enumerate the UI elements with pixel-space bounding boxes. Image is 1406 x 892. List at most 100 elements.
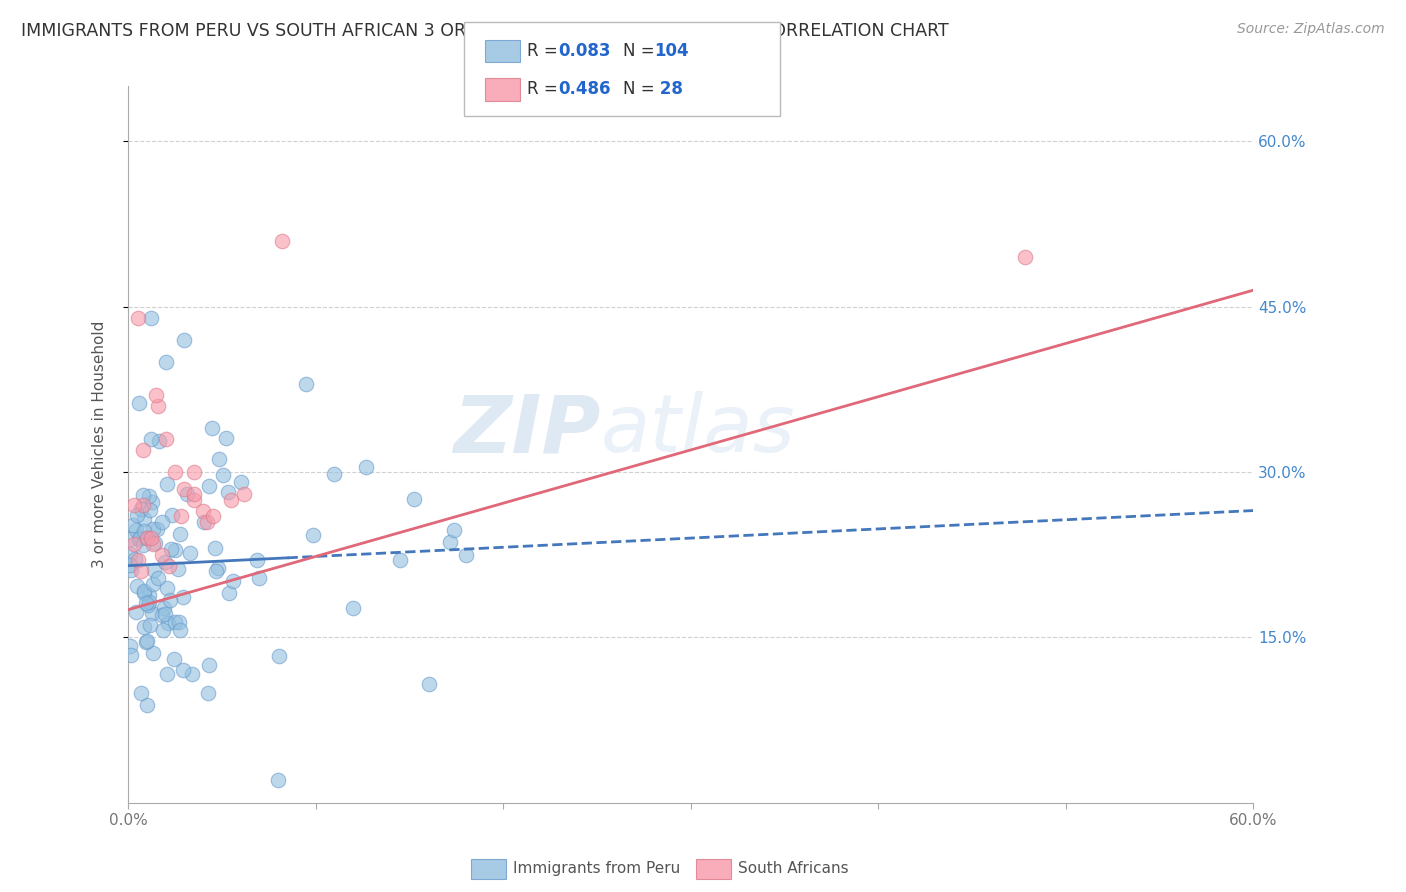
Point — [172, 590, 194, 604]
Text: N =: N = — [623, 80, 659, 98]
Point — [183, 465, 205, 479]
Point — [183, 492, 205, 507]
Point — [233, 487, 256, 501]
Point — [134, 620, 156, 634]
Text: N =: N = — [623, 42, 659, 60]
Point — [211, 467, 233, 482]
Point — [201, 509, 224, 524]
Point — [1014, 250, 1036, 264]
Point — [173, 482, 195, 496]
Point — [150, 548, 173, 562]
Point — [295, 376, 318, 391]
Point — [176, 487, 198, 501]
Point — [231, 475, 253, 489]
Point — [132, 538, 155, 552]
Point — [163, 652, 186, 666]
Text: R =: R = — [527, 42, 564, 60]
Text: 0.486: 0.486 — [558, 80, 610, 98]
Point — [156, 666, 179, 681]
Point — [132, 583, 155, 598]
Point — [132, 498, 155, 512]
Point — [204, 564, 226, 578]
Point — [302, 528, 325, 542]
Text: atlas: atlas — [600, 391, 796, 469]
Point — [132, 442, 155, 457]
Point — [125, 524, 148, 538]
Point — [169, 509, 191, 524]
Point — [139, 503, 162, 517]
Point — [138, 595, 160, 609]
Point — [193, 515, 215, 529]
Point — [139, 433, 162, 447]
Point — [167, 615, 190, 629]
Point — [159, 593, 181, 607]
Point — [136, 531, 159, 545]
Point — [271, 234, 294, 248]
Point — [198, 658, 221, 673]
Point — [135, 698, 157, 712]
Point — [138, 588, 160, 602]
Point — [150, 515, 173, 529]
Point — [169, 526, 191, 541]
Point — [141, 536, 163, 550]
Point — [132, 488, 155, 502]
Point — [155, 355, 177, 369]
Point — [127, 310, 149, 325]
Point — [246, 553, 269, 567]
Point — [135, 635, 157, 649]
Point — [150, 607, 173, 622]
Point — [148, 434, 170, 449]
Point — [128, 532, 150, 546]
Point — [139, 310, 162, 325]
Point — [439, 534, 461, 549]
Text: IMMIGRANTS FROM PERU VS SOUTH AFRICAN 3 OR MORE VEHICLES IN HOUSEHOLD CORRELATIO: IMMIGRANTS FROM PERU VS SOUTH AFRICAN 3 … — [21, 22, 949, 40]
Point — [183, 487, 205, 501]
Point — [323, 467, 346, 481]
Point — [127, 553, 149, 567]
Text: Immigrants from Peru: Immigrants from Peru — [513, 862, 681, 876]
Point — [118, 639, 141, 653]
Point — [135, 596, 157, 610]
Point — [120, 532, 142, 546]
Point — [418, 676, 440, 690]
Point — [148, 571, 170, 585]
Point — [221, 492, 243, 507]
Point — [157, 558, 180, 573]
Point — [173, 333, 195, 347]
Point — [180, 667, 202, 681]
Point — [145, 388, 167, 402]
Point — [142, 522, 165, 536]
Point — [138, 489, 160, 503]
Point — [197, 686, 219, 700]
Point — [160, 541, 183, 556]
Point — [402, 492, 425, 507]
Point — [218, 586, 240, 600]
Point — [132, 512, 155, 526]
Point — [157, 615, 180, 630]
Point — [146, 522, 169, 536]
Point — [125, 579, 148, 593]
Point — [207, 452, 229, 467]
Point — [198, 479, 221, 493]
Point — [122, 517, 145, 532]
Point — [354, 459, 377, 474]
Point — [166, 561, 188, 575]
Point — [267, 773, 290, 788]
Point — [135, 634, 157, 648]
Point — [143, 536, 166, 550]
Point — [155, 555, 177, 569]
Point — [135, 531, 157, 545]
Point — [222, 574, 245, 588]
Point — [142, 577, 165, 591]
Point — [443, 523, 465, 537]
Point — [120, 648, 142, 662]
Point — [132, 524, 155, 538]
Text: 104: 104 — [654, 42, 689, 60]
Point — [179, 546, 201, 560]
Point — [247, 571, 270, 585]
Text: Source: ZipAtlas.com: Source: ZipAtlas.com — [1237, 22, 1385, 37]
Point — [389, 553, 412, 567]
Point — [122, 498, 145, 512]
Point — [153, 607, 176, 621]
Point — [217, 484, 239, 499]
